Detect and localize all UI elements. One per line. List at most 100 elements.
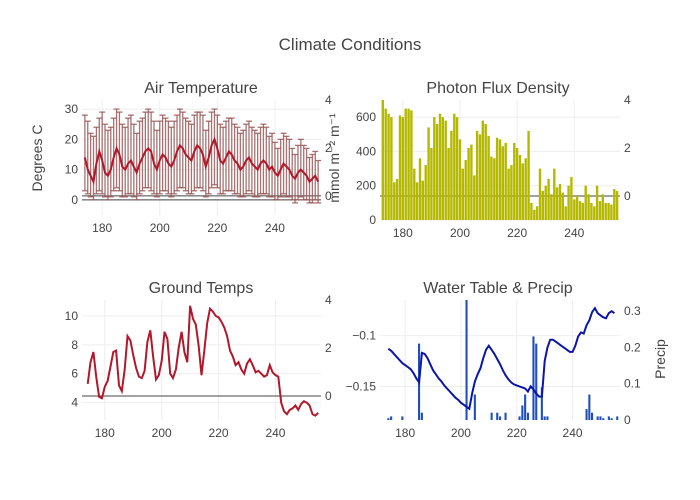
photon-flux-bar (481, 120, 484, 220)
photon-flux-bar (595, 185, 599, 220)
figure-title: Climate Conditions (279, 35, 422, 54)
precip-bar (496, 412, 499, 420)
precip-bar (591, 412, 594, 420)
precip-bar (616, 416, 619, 420)
precip-bar (521, 405, 524, 420)
photon-flux-bar (607, 202, 610, 220)
photon-flux-bar (564, 206, 567, 220)
photon-flux-bar (458, 139, 462, 220)
photon-flux-bar (410, 110, 413, 220)
y-tick-label: 0 (71, 193, 78, 207)
precip-bar (526, 412, 529, 420)
photon-flux-bar (401, 117, 404, 220)
photon-flux-bar (470, 144, 473, 220)
photon-flux-bar (475, 130, 479, 220)
photon-flux-bar (584, 185, 587, 220)
photon-flux-bar (541, 190, 544, 220)
photon-flux-ticks: 180 200 220 240 0 200 400 600 0 2 4 (356, 93, 631, 240)
precip-bar (473, 394, 476, 420)
photon-flux-bar (555, 187, 559, 220)
x-tick-label: 180 (95, 426, 115, 440)
photon-flux-bar (441, 117, 444, 220)
photon-flux-bar (587, 194, 590, 220)
photon-flux-bar (398, 115, 402, 220)
precip-bar (585, 409, 588, 420)
photon-flux-bar (553, 168, 556, 220)
air-temp-series (81, 108, 322, 204)
panel-air-temperature: Air Temperature Degrees C 180 200 220 24001… (29, 80, 332, 235)
photon-flux-bar (613, 189, 616, 220)
y2-tick-label: 4 (325, 293, 332, 307)
photon-flux-bar (518, 154, 522, 220)
x-tick-label: 180 (92, 221, 112, 235)
panel-photon-flux: Photon Flux Density mmol m⁻² m⁻¹ 180 200 2… (326, 80, 631, 240)
x-tick-label: 200 (451, 426, 471, 440)
x-tick-label: 220 (207, 221, 227, 235)
photon-flux-bar (427, 127, 430, 220)
x-tick-label: 200 (450, 226, 470, 240)
ground-temps-title: Ground Temps (149, 280, 254, 297)
y2-tick-label: 2 (325, 341, 332, 355)
photon-flux-bar (547, 178, 550, 220)
precip-bar (599, 416, 602, 420)
photon-flux-bar (390, 117, 393, 220)
photon-flux-bar (478, 134, 482, 220)
photon-flux-bar (533, 209, 536, 220)
photon-flux-bar (404, 108, 407, 220)
y-tick-label: 600 (356, 110, 376, 124)
y-tick-label: 30 (65, 102, 79, 116)
y-tick-label: 4 (71, 396, 78, 410)
x-tick-label: 180 (393, 226, 413, 240)
panel-water-table-precip: Water Table & Precip Precip 180 200 220 240… (346, 280, 668, 440)
y-tick-label: 10 (65, 163, 79, 177)
photon-flux-bar (490, 156, 493, 220)
photon-flux-bar (461, 168, 464, 220)
x-tick-label: 240 (564, 226, 584, 240)
photon-flux-bar (455, 117, 459, 220)
panel-ground-temps: Ground Temps 180 200 220 240 4 6 8 10 0 2 4 (65, 280, 332, 440)
x-tick-label: 220 (507, 226, 527, 240)
photon-flux-bar (387, 113, 390, 220)
precip-bar (543, 416, 546, 420)
precip-bar (490, 412, 493, 420)
photon-flux-bar (501, 146, 504, 220)
photon-flux-bar (590, 202, 593, 220)
precip-bar (499, 416, 502, 420)
x-tick-label: 240 (265, 221, 285, 235)
photon-flux-bar (395, 178, 399, 220)
y2-tick-label: 4 (624, 93, 631, 107)
y-tick-label: 6 (71, 367, 78, 381)
water-table-ticks: 180 200 220 240 −0.15 −0.1 0 0.1 0.2 0.3 (346, 304, 641, 440)
x-tick-label: 240 (265, 426, 285, 440)
photon-flux-bar (535, 206, 539, 220)
photon-flux-bar (444, 120, 447, 220)
precip-bar (588, 394, 591, 420)
photon-flux-bar (567, 185, 570, 220)
photon-flux-bar (484, 124, 487, 220)
photon-flux-bar (507, 168, 510, 220)
precip-bar (602, 418, 605, 420)
y2-tick-label: 0 (325, 389, 332, 403)
photon-flux-bar (515, 148, 519, 220)
photon-flux-bar (538, 168, 542, 220)
photon-flux-bars (381, 100, 619, 220)
x-tick-label: 180 (395, 426, 415, 440)
ground-temps-series (86, 305, 319, 417)
photon-flux-bar (421, 180, 424, 220)
photon-flux-bar (435, 124, 439, 220)
precip-bar (401, 416, 404, 420)
precip-ylabel: Precip (652, 339, 668, 379)
photon-flux-bar (495, 137, 499, 220)
precip-bar (607, 416, 610, 420)
y2-tick-label: 0.3 (624, 304, 641, 318)
water-table-grid (380, 300, 620, 420)
y-tick-label: 0 (369, 213, 376, 227)
y-tick-label: 400 (356, 144, 376, 158)
photon-flux-title: Photon Flux Density (426, 80, 569, 97)
water-table-series (387, 300, 619, 420)
photon-flux-bar (381, 100, 384, 220)
precip-bar (610, 418, 613, 420)
y-tick-label: 8 (71, 338, 78, 352)
photon-flux-bar (544, 185, 547, 220)
ground-temp-line (86, 305, 319, 417)
